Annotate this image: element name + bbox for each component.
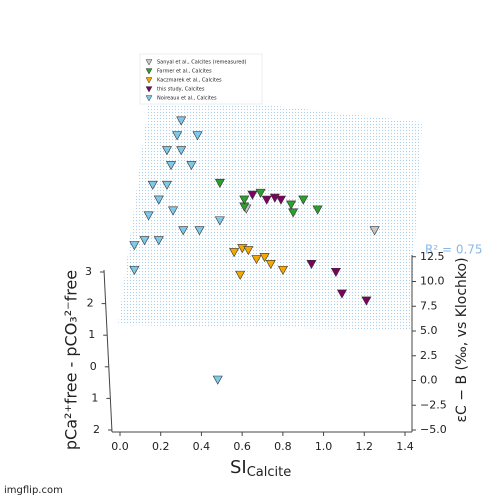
legend bbox=[139, 53, 263, 105]
marker bbox=[172, 131, 183, 141]
legend-marker bbox=[145, 77, 153, 84]
marker bbox=[161, 180, 172, 190]
y-tick-label: 2 bbox=[87, 297, 94, 310]
legend-label: Noireaux et al., Calcites bbox=[157, 96, 217, 102]
marker bbox=[298, 195, 309, 205]
legend-label: this study, Calcites bbox=[157, 87, 205, 93]
x-tick-label: 1.0 bbox=[315, 440, 333, 453]
marker bbox=[312, 205, 323, 215]
marker bbox=[251, 255, 262, 265]
x-axis-label: SICalcite bbox=[230, 457, 291, 480]
marker bbox=[214, 216, 225, 226]
marker bbox=[247, 190, 258, 200]
marker bbox=[176, 146, 187, 156]
x-tick-label: 0.2 bbox=[152, 440, 170, 453]
marker bbox=[330, 267, 341, 277]
marker bbox=[186, 161, 197, 171]
z-tick-label: 12.5 bbox=[420, 250, 445, 263]
marker bbox=[153, 195, 164, 205]
marker bbox=[369, 226, 380, 236]
marker bbox=[288, 208, 299, 218]
marker bbox=[336, 289, 347, 299]
marker bbox=[277, 265, 288, 275]
marker bbox=[243, 246, 254, 256]
marker bbox=[214, 178, 225, 188]
legend-marker bbox=[145, 68, 153, 75]
z-tick-label: 7.5 bbox=[420, 299, 438, 312]
marker bbox=[166, 161, 177, 171]
fit-plane bbox=[118, 92, 422, 330]
z-tick-label: 0.0 bbox=[420, 374, 438, 387]
legend-marker bbox=[145, 95, 153, 102]
x-tick-label: 0.6 bbox=[233, 440, 251, 453]
y-tick-label: 1 bbox=[91, 391, 98, 404]
z-axis-label: εC − B (‰, vs Klochko) bbox=[454, 257, 470, 422]
marker bbox=[129, 241, 140, 251]
legend-label: Kaczmarek et al., Calcites bbox=[157, 78, 222, 84]
z-tick-label: 5.0 bbox=[420, 324, 438, 337]
marker bbox=[286, 200, 297, 210]
x-tick-label: 0.4 bbox=[193, 440, 211, 453]
marker bbox=[255, 188, 266, 198]
y-axis bbox=[103, 269, 113, 433]
marker bbox=[259, 253, 270, 263]
z-tick-label: −5.0 bbox=[420, 423, 447, 436]
marker bbox=[168, 206, 179, 216]
x-tick-label: 0.8 bbox=[274, 440, 292, 453]
marker bbox=[147, 180, 158, 190]
x-tick-label: 1.4 bbox=[396, 440, 414, 453]
marker bbox=[212, 375, 223, 385]
y-tick-label: 2 bbox=[93, 423, 100, 436]
marker bbox=[192, 131, 203, 141]
marker bbox=[265, 260, 276, 270]
marker bbox=[229, 248, 240, 258]
marker bbox=[306, 260, 317, 270]
watermark: imgflip.com bbox=[4, 485, 63, 496]
marker bbox=[143, 211, 154, 221]
z-tick-label: 2.5 bbox=[420, 349, 438, 362]
legend-marker bbox=[145, 59, 153, 66]
y-axis-label: pCa²⁺free - pCO₃²⁻free bbox=[62, 270, 81, 450]
marker bbox=[275, 195, 286, 205]
z-tick-label: 10.0 bbox=[420, 275, 445, 288]
marker bbox=[153, 236, 164, 246]
legend-label: Sanyal et al., Calcites (remeasured) bbox=[157, 60, 247, 66]
legend-marker bbox=[145, 86, 153, 93]
legend-label: Farmer et al., Calcites bbox=[157, 69, 212, 75]
marker bbox=[261, 195, 272, 205]
marker bbox=[235, 270, 246, 280]
marker bbox=[129, 265, 140, 275]
z-tick-label: −2.5 bbox=[420, 398, 447, 411]
marker bbox=[239, 195, 250, 205]
marker bbox=[139, 236, 150, 246]
marker bbox=[176, 116, 187, 126]
y-tick-label: 3 bbox=[85, 265, 92, 278]
r2-annotation: R² = 0.75 bbox=[425, 243, 483, 257]
x-tick-label: 1.2 bbox=[356, 440, 374, 453]
marker bbox=[194, 226, 205, 236]
marker bbox=[361, 296, 372, 306]
y-tick-label: 0 bbox=[90, 360, 97, 373]
marker bbox=[178, 226, 189, 236]
y-tick-label: 1 bbox=[88, 328, 95, 341]
x-tick-label: 0.0 bbox=[111, 440, 129, 453]
marker bbox=[161, 146, 172, 156]
